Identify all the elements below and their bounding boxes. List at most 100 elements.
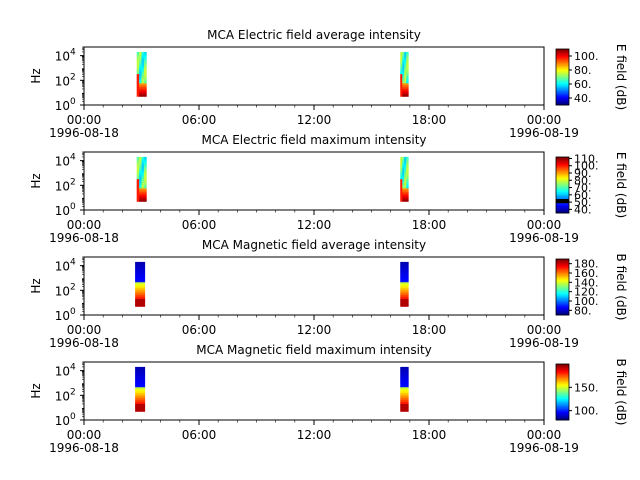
spectrogram-cell: [406, 293, 409, 296]
spectrogram-cell: [400, 171, 403, 174]
colorbar-segment: [556, 305, 569, 307]
spectrogram-cell: [400, 302, 403, 305]
spectrogram-cell: [406, 90, 409, 94]
spectrogram-cell: [402, 396, 405, 399]
colorbar-segment: [556, 378, 569, 380]
plot-frame: [83, 256, 545, 316]
spectrogram-cell: [141, 166, 145, 169]
spectrogram-cell: [135, 383, 138, 386]
chart-title: MCA Electric field maximum intensity: [201, 133, 426, 147]
y-tick-exponent: 2: [70, 387, 76, 397]
colorbar-segment: [556, 281, 569, 284]
chart-title: MCA Magnetic field maximum intensity: [196, 343, 432, 357]
spectrogram-cell: [402, 192, 405, 195]
spectrogram-cell: [400, 85, 403, 88]
spectrogram-cell: [406, 298, 409, 302]
spectrogram-cell: [400, 269, 403, 272]
spectrogram-cell: [406, 392, 409, 396]
spectrogram-cell: [402, 188, 405, 191]
spectrogram-cell: [400, 66, 403, 69]
spectrogram-cell: [400, 192, 403, 195]
colorbar-segment: [556, 266, 569, 268]
colorbar-segment: [556, 70, 569, 72]
spectrogram-cell: [135, 376, 138, 379]
colorbar-segment: [556, 96, 569, 99]
colorbar-tick-label: 100.: [574, 50, 599, 63]
spectrogram-cell: [402, 70, 405, 73]
spectrogram-cell: [406, 403, 409, 407]
y-tick-exponent: 2: [70, 72, 76, 82]
y-axis-label: Hz: [29, 383, 43, 398]
spectrogram-cell: [139, 79, 142, 82]
spectrogram-cell: [402, 409, 405, 412]
x-tick-label: 12:00: [297, 323, 332, 337]
spectrogram-cell: [141, 173, 145, 176]
spectrogram-cell: [406, 285, 409, 289]
spectrogram-cell: [136, 87, 140, 90]
spectrogram-cell: [135, 300, 138, 304]
spectrogram-cell: [406, 169, 409, 173]
spectrogram-cell: [406, 368, 409, 372]
spectrogram-cell: [400, 285, 403, 289]
spectrogram-cell: [406, 271, 409, 274]
colorbar-frame: [555, 258, 570, 316]
spectrogram-cell: [402, 398, 405, 401]
colorbar-segment: [556, 157, 569, 159]
spectrogram-cell: [400, 199, 403, 202]
colorbar-segment: [556, 371, 569, 373]
spectrogram-cell: [135, 282, 138, 285]
colorbar-segment: [556, 173, 569, 176]
spectrogram-cell: [406, 77, 409, 81]
spectrogram-cell: [400, 398, 403, 401]
colorbar-segment: [556, 210, 569, 212]
colorbar-segment: [556, 99, 569, 102]
spectrogram-cell: [404, 55, 407, 58]
spectrogram-cell: [139, 75, 142, 79]
spectrogram-cell: [142, 394, 146, 397]
spectrogram-cell: [406, 83, 409, 86]
colorbar-segment: [556, 164, 569, 166]
spectrogram-cell: [402, 195, 405, 199]
spectrogram-cell: [400, 195, 403, 199]
spectrogram-cell: [143, 195, 147, 199]
spectrogram-cell: [136, 162, 140, 165]
spectrogram-cell: [406, 374, 409, 377]
colorbar-tick-label: 80.: [574, 304, 592, 317]
spectrogram-cell: [137, 304, 141, 307]
spectrogram-cell: [139, 160, 142, 163]
spectrogram-cell: [139, 53, 142, 57]
spectrogram-cell: [142, 370, 146, 373]
spectrogram-cell: [402, 261, 405, 265]
spectrogram-cell: [142, 285, 146, 289]
spectrogram-cell: [137, 368, 141, 372]
spectrogram-cell: [404, 372, 407, 375]
spectrogram-cell: [402, 160, 405, 163]
spectrogram-cell: [406, 402, 409, 405]
spectrogram-cell: [136, 184, 140, 187]
colorbar-label: E field (dB): [614, 44, 628, 110]
spectrogram-cell: [402, 179, 405, 182]
spectrogram-cell: [141, 177, 145, 180]
spectrogram-cell: [136, 175, 140, 178]
colorbar-segment: [556, 417, 569, 419]
colorbar-segment: [556, 186, 569, 189]
spectrogram-cell: [400, 280, 403, 283]
spectrogram-cell: [141, 162, 145, 165]
colorbar-segment: [556, 364, 569, 366]
spectrogram-cell: [136, 85, 140, 88]
spectrogram-cell: [400, 379, 403, 383]
colorbar-segment: [556, 199, 569, 201]
colorbar-segment: [556, 189, 569, 191]
spectrogram-cell: [137, 374, 141, 377]
spectrogram-cell: [143, 85, 147, 88]
y-tick-label: 10: [55, 204, 70, 218]
colorbar-segment: [556, 92, 569, 95]
spectrogram-cell: [406, 160, 409, 163]
spectrogram-cell: [404, 184, 407, 187]
spectrogram-cell: [404, 297, 407, 300]
spectrogram-cell: [136, 179, 140, 182]
spectrogram-cell: [137, 390, 141, 394]
colorbar-segment: [556, 296, 569, 299]
spectrogram-cell: [400, 51, 403, 55]
spectrogram-cell: [404, 94, 407, 97]
